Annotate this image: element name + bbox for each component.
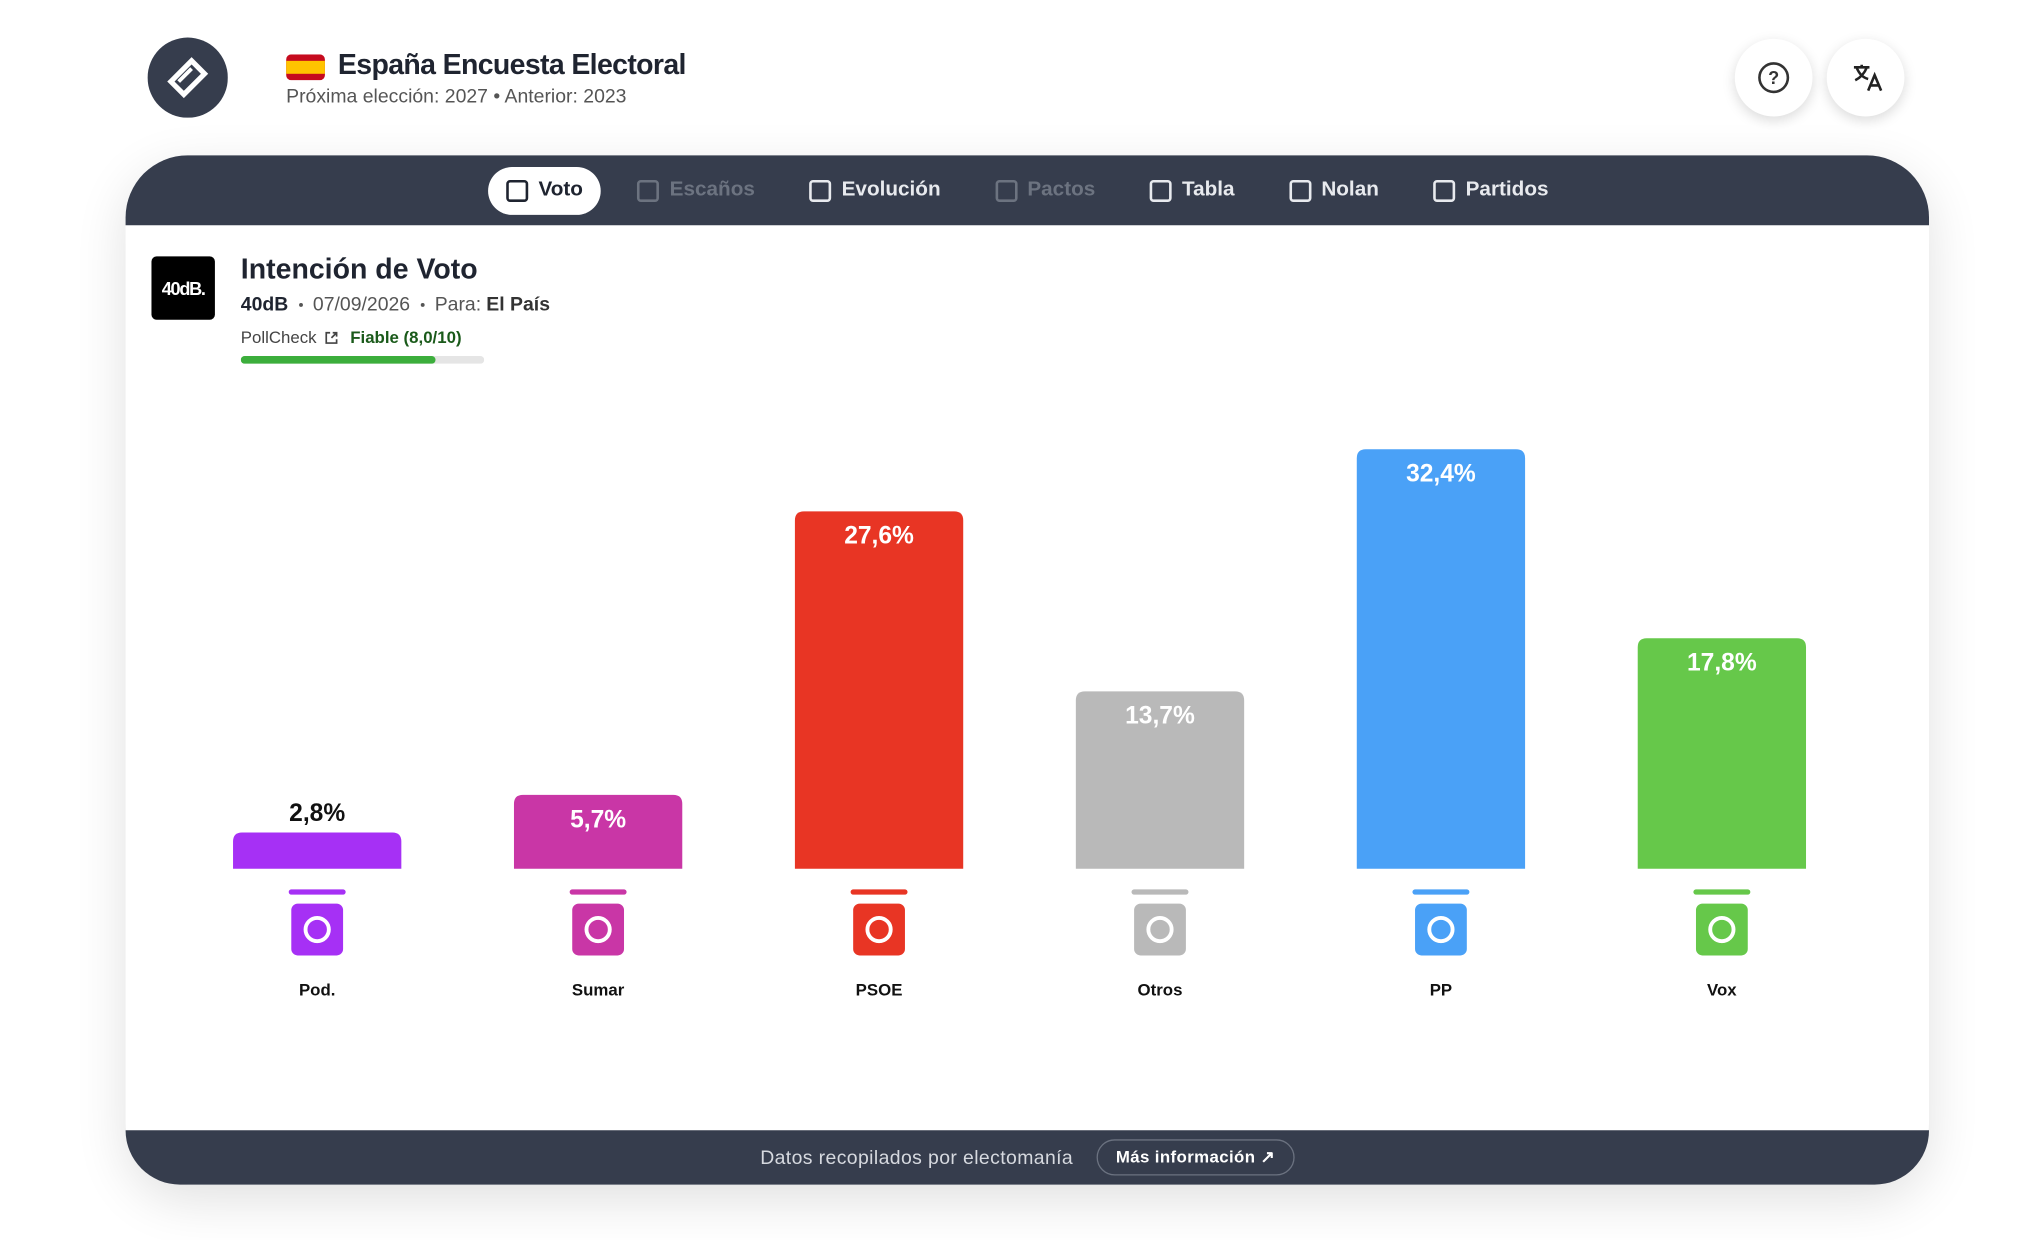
party-icon-glyph <box>865 915 893 944</box>
value-label: 5,7% <box>570 806 626 833</box>
more-info-button[interactable]: Más información ↗ <box>1096 1139 1295 1176</box>
bar <box>513 794 683 869</box>
tab-label: Pactos <box>1027 178 1096 201</box>
bar <box>794 511 964 869</box>
help-button[interactable]: ? <box>1734 38 1813 117</box>
rating-bar <box>240 356 485 364</box>
party-line <box>1131 889 1189 895</box>
party-icon-glyph <box>1708 915 1736 944</box>
tab[interactable]: Voto <box>487 166 602 215</box>
party-icon-glyph <box>584 915 612 944</box>
party-icon-glyph <box>1146 915 1174 944</box>
pollcheck-link[interactable]: PollCheck <box>240 327 317 347</box>
tab[interactable]: Nolan <box>1271 166 1397 214</box>
footer-text: Datos recopilados por electomanía <box>760 1146 1074 1169</box>
bar <box>233 832 402 869</box>
footer: Datos recopilados por electomanía Más in… <box>125 1130 1930 1185</box>
party-line <box>288 889 346 895</box>
party-line <box>569 889 627 895</box>
tab-label: Evolución <box>841 178 941 201</box>
tab[interactable]: Evolución <box>791 166 959 214</box>
poll-meta: 40dB 07/09/2026 Para: El País <box>241 294 550 316</box>
flag <box>286 54 325 81</box>
poll-date: 07/09/2026 <box>312 293 411 316</box>
chart: 2,8% Pod. 5,7% Sumar 27,6% PSOE 13,7% Otros 32,4… <box>233 449 1807 1000</box>
tab: Pactos <box>977 166 1114 214</box>
party-icon <box>1695 903 1748 956</box>
party-line <box>1693 889 1751 895</box>
value-label: 27,6% <box>844 523 914 550</box>
tab-label: Tabla <box>1182 178 1235 201</box>
party-icon <box>291 903 344 956</box>
tab: Escaños <box>619 166 773 214</box>
bar <box>1637 638 1807 869</box>
value-label: 32,4% <box>1406 461 1476 488</box>
party-icon-glyph <box>1427 915 1455 944</box>
party-icon <box>572 903 625 956</box>
category-label: PP <box>1430 981 1452 1000</box>
rating-fill <box>240 356 436 364</box>
tab-label: Nolan <box>1321 178 1379 201</box>
category-label: Sumar <box>572 981 625 1000</box>
for-media: El País <box>486 293 550 316</box>
tab[interactable]: Partidos <box>1415 166 1566 214</box>
pollster: 40dB <box>240 293 289 316</box>
poll-title: Intención de Voto <box>240 252 478 285</box>
for-label: Para: <box>434 293 482 316</box>
category-label: Vox <box>1707 981 1737 1000</box>
party-icon <box>1134 903 1186 956</box>
translate-button[interactable] <box>1826 38 1905 117</box>
tab-bar: Voto Escaños Evolución Pactos Tabla Nolan Part… <box>125 155 1930 226</box>
site-logo[interactable] <box>147 37 228 118</box>
category-label: PSOE <box>856 981 903 1000</box>
tab-label: Voto <box>538 178 583 201</box>
pollcheck-row: PollCheck Fiable (8,0/10) <box>241 328 462 347</box>
app-subtitle: Próxima elección: 2027 • Anterior: 2023 <box>286 85 627 108</box>
party-line <box>850 889 908 895</box>
rating: Fiable (8,0/10) <box>350 327 462 347</box>
tab-label: Escaños <box>669 178 755 201</box>
category-label: Pod. <box>299 981 335 1000</box>
app-title: España Encuesta Electoral <box>337 47 687 81</box>
bar <box>1075 691 1245 869</box>
value-label: 13,7% <box>1125 703 1195 730</box>
tab-label: Partidos <box>1465 178 1549 201</box>
category-label: Otros <box>1138 981 1183 1000</box>
bar <box>1356 449 1526 869</box>
svg-text:?: ? <box>1768 68 1779 88</box>
party-icon-glyph <box>303 915 331 944</box>
value-label: 17,8% <box>1687 650 1757 677</box>
tab[interactable]: Tabla <box>1132 166 1253 214</box>
party-icon <box>853 903 905 956</box>
value-label: 2,8% <box>289 800 345 827</box>
party-line <box>1412 889 1470 895</box>
pollster-logo: 40dB. <box>151 256 215 320</box>
poll-card <box>125 155 1930 1185</box>
party-icon <box>1415 903 1467 956</box>
